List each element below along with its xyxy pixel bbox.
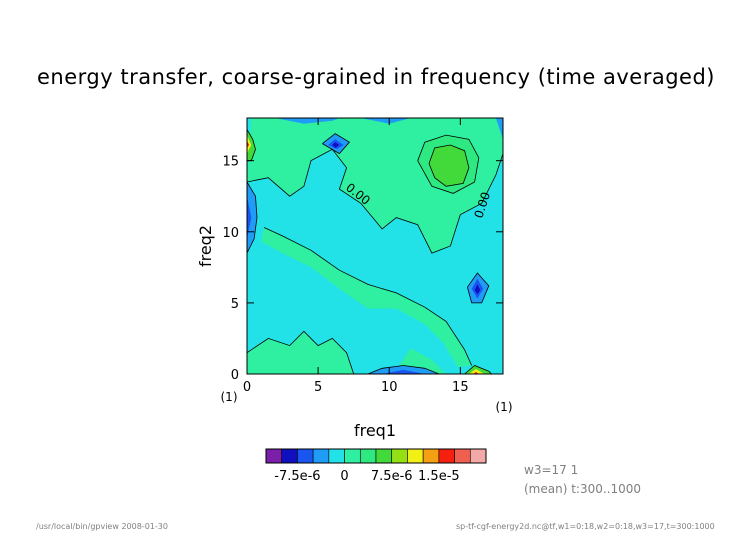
colorbar-cell <box>359 448 377 464</box>
colorbar-cell <box>328 448 345 464</box>
footer-right: sp-tf-cgf-energy2d.nc@tf,w1=0:18,w2=0:18… <box>456 522 715 531</box>
contour-region <box>275 118 340 124</box>
contour-region <box>360 118 411 124</box>
colorbar-cell <box>391 448 408 464</box>
y-tick-label: 10 <box>222 226 239 241</box>
contour-line <box>263 227 473 366</box>
colorbar-tick-label: 0 <box>340 469 348 484</box>
contour-region <box>247 331 354 374</box>
contour-region <box>247 135 252 154</box>
x-axis-label: freq1 <box>354 421 396 440</box>
contour-line <box>322 133 351 155</box>
contour-region <box>332 142 340 148</box>
contour-region <box>429 145 469 187</box>
plot-area: 0 5 10 15 0 5 10 15 <box>222 117 504 395</box>
contour-line <box>246 148 504 254</box>
contour-region <box>464 365 492 374</box>
contour-line <box>246 181 258 254</box>
plot-frame <box>246 117 504 375</box>
chart-title: energy transfer, coarse-grained in frequ… <box>37 65 715 89</box>
colorbar-cell <box>344 448 361 464</box>
contour-region <box>247 196 252 239</box>
colorbar-cell <box>265 448 283 464</box>
x-tick-label: 10 <box>381 380 398 395</box>
y-tick-label: 5 <box>231 297 239 312</box>
colorbar-cell <box>422 448 440 464</box>
colorbar-frame <box>265 448 487 464</box>
x-tick-label: 5 <box>314 380 322 395</box>
y-axis-unit: (1) <box>221 390 238 404</box>
info-line-1: w3=17 1 <box>524 463 578 477</box>
contour-line <box>417 134 480 194</box>
contour-line <box>428 144 470 187</box>
colorbar-tick-label: 1.5e-5 <box>418 469 460 484</box>
colorbar-tick-label: -7.5e-6 <box>274 469 320 484</box>
x-tick-label: 0 <box>243 380 251 395</box>
colorbar-cell <box>312 448 330 464</box>
colorbar-cell <box>454 448 471 464</box>
colorbar: -7.5e-6 0 7.5e-6 1.5e-5 <box>265 448 487 484</box>
contour-line <box>467 272 490 304</box>
footer-left: /usr/local/bin/gpview 2008-01-30 <box>36 522 168 531</box>
contour-region <box>495 118 503 140</box>
contour-region <box>247 140 250 148</box>
colorbar-cell <box>281 448 298 464</box>
colorbar-cell <box>469 448 487 464</box>
contour-region <box>382 369 425 374</box>
contour-region <box>474 284 481 295</box>
colorbar-tick-label: 7.5e-6 <box>371 469 413 484</box>
x-tick-label: 15 <box>452 380 469 395</box>
contour-region <box>473 371 479 374</box>
y-tick-label: 15 <box>222 155 239 170</box>
y-tick-label: 0 <box>231 368 239 383</box>
contour-region <box>261 227 472 367</box>
y-axis-label: freq2 <box>196 225 215 267</box>
contour-line <box>246 330 355 375</box>
colorbar-cell <box>438 448 455 464</box>
colorbar-cell <box>375 448 393 464</box>
colorbar-cell <box>407 448 424 464</box>
info-line-2: (mean) t:300..1000 <box>524 482 641 496</box>
contour-line <box>464 365 492 375</box>
contour-line <box>367 365 440 375</box>
contour-region <box>468 369 485 374</box>
colorbar-cell <box>297 448 314 464</box>
x-axis-unit: (1) <box>496 400 513 414</box>
